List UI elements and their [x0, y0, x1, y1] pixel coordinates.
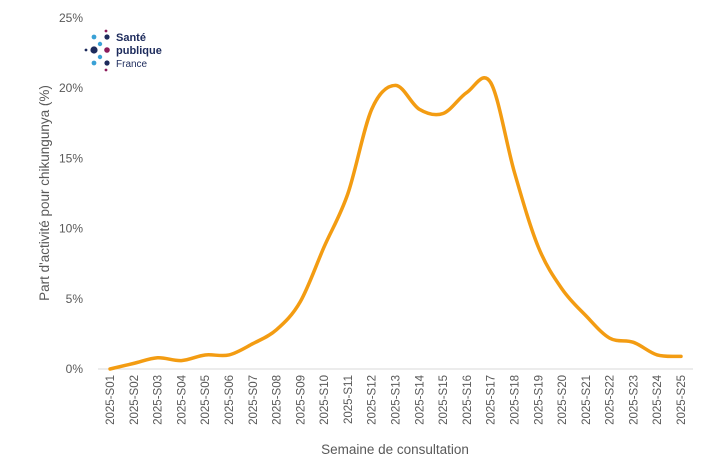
y-axis: 0% 5% 10% 15% 20% 25% [59, 11, 83, 376]
data-point [275, 328, 279, 332]
y-tick-label: 10% [59, 222, 83, 236]
x-tick-label: 2025-S02 [129, 375, 141, 425]
logo-line-1: Santé [116, 32, 146, 44]
x-tick-label: 2025-S12 [367, 375, 379, 425]
x-tick-label: 2025-S03 [153, 375, 165, 425]
x-tick-label: 2025-S10 [319, 375, 331, 425]
x-tick-label: 2025-S23 [628, 375, 640, 425]
y-axis-title: Part d'activité pour chikungunya (%) [37, 85, 52, 301]
data-point [227, 353, 231, 357]
data-point [489, 81, 493, 85]
data-point [679, 354, 683, 358]
y-tick-label: 25% [59, 11, 83, 25]
x-tick-label: 2025-S05 [200, 375, 212, 425]
x-tick-label: 2025-S18 [509, 375, 521, 425]
x-tick-label: 2025-S04 [176, 374, 188, 424]
data-point [203, 353, 207, 357]
data-point [251, 342, 255, 346]
x-tick-label: 2025-S07 [248, 375, 260, 425]
x-tick-label: 2025-S22 [605, 375, 617, 425]
x-tick-label: 2025-S16 [462, 375, 474, 425]
data-point [417, 107, 421, 111]
series-layer [108, 76, 683, 371]
data-point [346, 192, 350, 196]
x-tick-label: 2025-S09 [295, 375, 307, 425]
x-tick-label: 2025-S08 [272, 375, 284, 425]
data-point [560, 287, 564, 291]
y-tick-label: 5% [66, 292, 84, 306]
data-point [608, 336, 612, 340]
data-point [631, 340, 635, 344]
x-tick-label: 2025-S13 [391, 375, 403, 425]
data-point [322, 245, 326, 249]
x-tick-label: 2025-S21 [581, 375, 593, 425]
data-point [584, 314, 588, 318]
data-point [370, 107, 374, 111]
x-tick-label: 2025-S14 [414, 374, 426, 424]
data-point [394, 83, 398, 87]
x-tick-label: 2025-S19 [533, 375, 545, 425]
x-tick-label: 2025-S06 [224, 375, 236, 425]
data-point [655, 353, 659, 357]
x-tick-label: 2025-S20 [557, 375, 569, 425]
x-tick-label: 2025-S24 [652, 374, 664, 424]
data-point [156, 356, 160, 360]
data-point [179, 359, 183, 363]
data-point [132, 361, 136, 365]
data-point [298, 300, 302, 304]
y-tick-label: 20% [59, 81, 83, 95]
y-tick-label: 0% [66, 362, 84, 376]
x-tick-label: 2025-S17 [486, 375, 498, 425]
x-tick-label: 2025-S01 [105, 375, 117, 425]
data-point [108, 367, 112, 371]
series-line [108, 76, 683, 371]
data-point [441, 111, 445, 115]
x-tick-label: 2025-S15 [438, 375, 450, 425]
x-tick-label: 2025-S25 [676, 375, 688, 425]
data-point [536, 245, 540, 249]
data-point [465, 90, 469, 94]
logo-line-2: publique [116, 45, 162, 57]
y-tick-label: 15% [59, 151, 83, 165]
logo-line-3: France [116, 59, 148, 70]
data-point [512, 170, 516, 174]
x-axis: 2025-S01 2025-S02 2025-S03 2025-S04 2025-S05… [98, 368, 693, 425]
logo-mark-icon [84, 29, 110, 72]
x-axis-title: Semaine de consultation [321, 442, 469, 457]
sante-publique-france-logo: Santé publique France [84, 29, 162, 72]
x-tick-label: 2025-S11 [343, 375, 355, 424]
